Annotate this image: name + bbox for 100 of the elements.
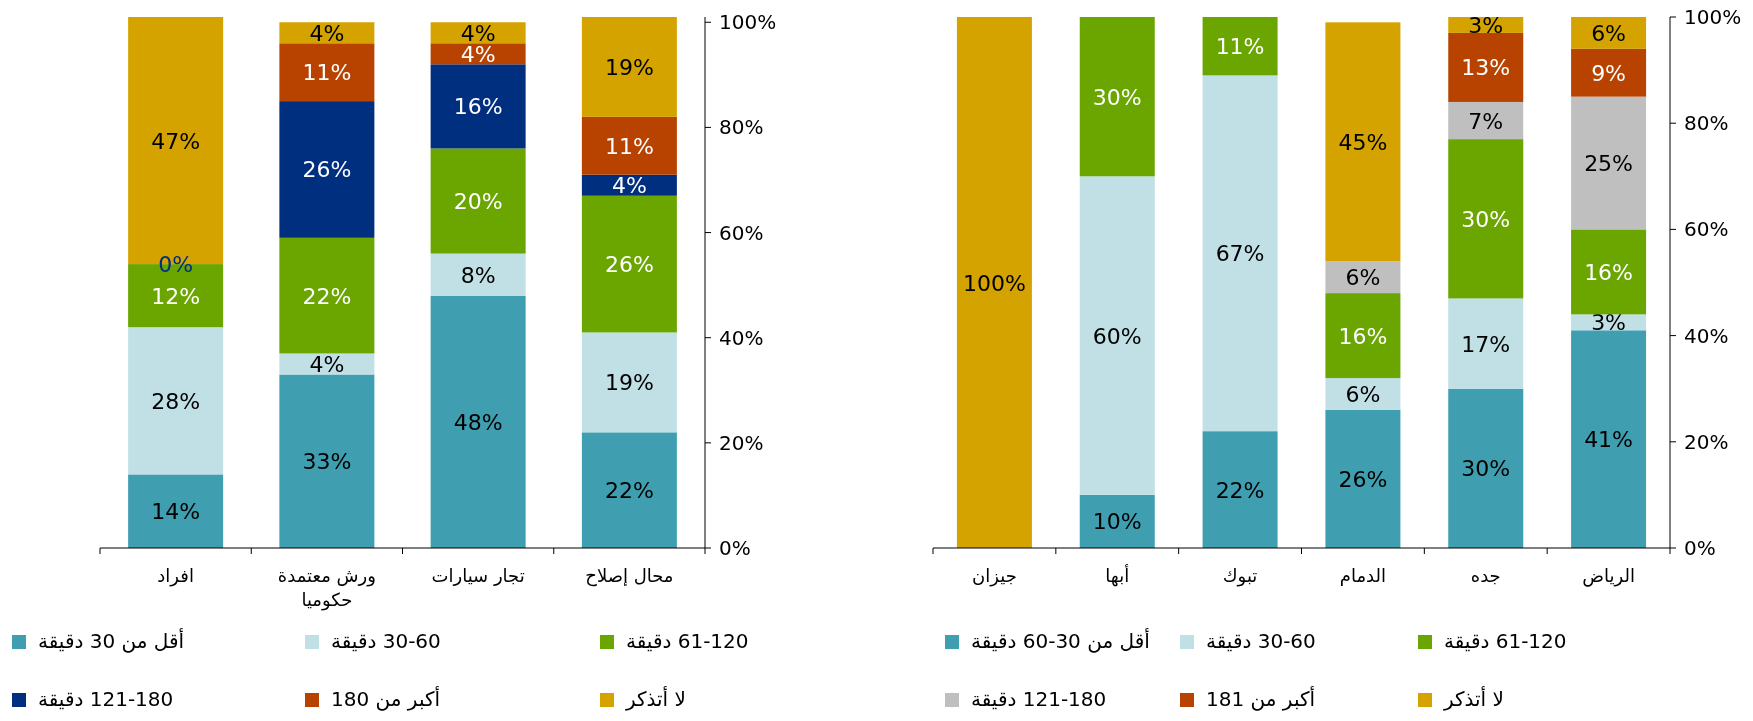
data-label: 16% <box>1584 259 1634 285</box>
bar <box>1448 298 1524 389</box>
data-label: 26% <box>604 252 654 278</box>
data-label: 45% <box>1338 129 1388 155</box>
data-label: 14% <box>151 499 201 525</box>
bar <box>1448 101 1524 140</box>
bar <box>430 295 526 548</box>
bar <box>581 17 677 117</box>
data-label: 26% <box>302 157 352 183</box>
bar <box>430 148 526 254</box>
bar <box>430 253 526 296</box>
data-label: 16% <box>453 94 503 120</box>
data-label: 4% <box>611 173 647 199</box>
y-tick-label: 60% <box>1684 217 1729 242</box>
data-label: 12% <box>151 283 201 309</box>
x-tick-label: الدمام <box>1339 565 1387 586</box>
y-tick-label: 20% <box>719 430 764 455</box>
bar <box>279 353 375 375</box>
legend-label: 30-60 دقيقة <box>1206 629 1316 653</box>
data-label: 33% <box>302 449 352 475</box>
legend-label: 61-120 دقيقة <box>626 629 749 653</box>
data-label: 26% <box>1338 466 1388 492</box>
data-label: 22% <box>302 283 352 309</box>
legend-label: 121-180 دقيقة <box>971 687 1107 711</box>
bar <box>1202 431 1278 548</box>
legend-label: لا أتذكر <box>1443 686 1504 711</box>
data-label: 19% <box>604 54 654 80</box>
legend-label: لا أتذكر <box>625 686 686 711</box>
y-tick-label: 60% <box>719 220 764 245</box>
data-label: 41% <box>1584 427 1634 453</box>
data-label: 47% <box>151 128 201 154</box>
bar <box>128 327 224 475</box>
bar <box>1571 330 1647 548</box>
x-tick-label: افراد <box>157 565 194 587</box>
bar <box>1448 32 1524 102</box>
data-label: 60% <box>1092 323 1142 349</box>
legend-label: 30-60 دقيقة <box>331 629 441 653</box>
y-tick-label: 20% <box>1684 429 1729 454</box>
bar <box>1202 17 1278 76</box>
x-tick-label: جده <box>1470 565 1501 586</box>
data-label: 17% <box>1461 331 1511 357</box>
bar <box>1448 388 1524 548</box>
bar <box>279 101 375 238</box>
bar <box>1571 96 1647 230</box>
data-label: 16% <box>1338 323 1388 349</box>
data-label: 67% <box>1215 241 1265 267</box>
data-label: 22% <box>604 478 654 504</box>
data-label: 30% <box>1461 206 1511 232</box>
data-label: 19% <box>604 370 654 396</box>
bar <box>1448 139 1524 299</box>
legend-label: أقل من 30-60 دقيقة <box>971 628 1150 653</box>
data-label: 11% <box>302 60 352 86</box>
x-tick-label: الرياض <box>1582 565 1635 587</box>
bar <box>128 474 224 548</box>
bar <box>1571 48 1647 97</box>
data-label: 100% <box>962 270 1026 296</box>
bar <box>581 116 677 175</box>
data-label: 11% <box>1215 34 1265 60</box>
data-label: 6% <box>1345 265 1381 291</box>
bar <box>581 332 677 433</box>
x-tick-label: جيزان <box>972 565 1017 587</box>
x-tick-label: أبها <box>1105 564 1130 587</box>
y-tick-label: 40% <box>1684 323 1729 348</box>
legend-label: 61-120 دقيقة <box>1444 629 1567 653</box>
y-tick-label: 100% <box>1684 5 1742 29</box>
data-label: 8% <box>460 262 496 288</box>
legend-label: أكبر من 181 <box>1206 686 1315 711</box>
bar <box>279 237 375 354</box>
bar <box>279 43 375 102</box>
bar <box>1202 75 1278 432</box>
data-label: 6% <box>1345 382 1381 408</box>
bar <box>956 17 1032 548</box>
bar <box>1325 293 1401 379</box>
legend-label: أكبر من 180 <box>331 686 440 711</box>
data-label: 3% <box>1591 310 1627 336</box>
legend-label: 121-180 دقيقة <box>38 687 174 711</box>
y-tick-label: 80% <box>719 115 764 140</box>
bar <box>581 195 677 333</box>
legend-label: أقل من 30 دقيقة <box>38 628 185 653</box>
bar <box>1325 409 1401 548</box>
data-label: 10% <box>1092 509 1142 535</box>
data-label: 4% <box>309 351 345 377</box>
bar <box>581 432 677 548</box>
x-tick-label: ورش معتمدة حكوميا <box>277 565 376 611</box>
data-label: 4% <box>309 20 345 46</box>
bar <box>1325 22 1401 262</box>
y-tick-label: 0% <box>1684 536 1716 560</box>
x-tick-label: تجار سيارات <box>431 565 525 586</box>
bar <box>1079 176 1155 495</box>
y-tick-label: 0% <box>719 536 751 560</box>
data-label: 22% <box>1215 477 1265 503</box>
data-label: 7% <box>1468 108 1504 134</box>
y-tick-label: 80% <box>1684 111 1729 136</box>
bar <box>279 374 375 548</box>
x-tick-label: تبوك <box>1222 565 1258 587</box>
data-label: 9% <box>1591 60 1627 86</box>
data-label: 25% <box>1584 151 1634 177</box>
x-tick-label: محال إصلاح <box>585 565 674 587</box>
y-tick-label: 40% <box>719 325 764 350</box>
data-label: 20% <box>453 189 503 215</box>
